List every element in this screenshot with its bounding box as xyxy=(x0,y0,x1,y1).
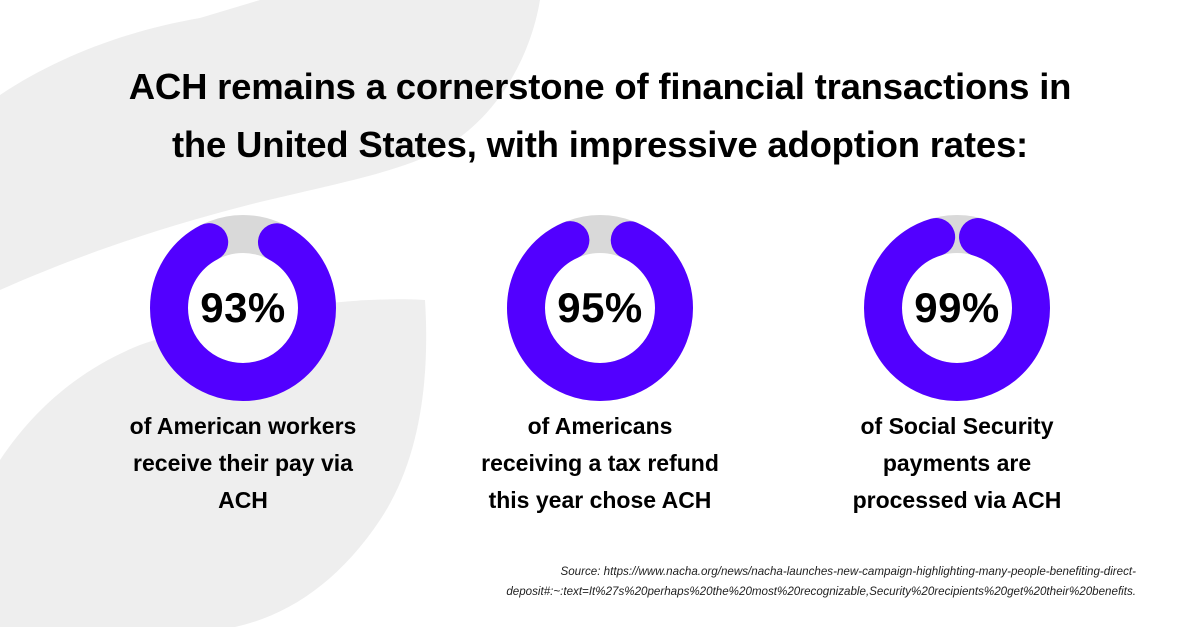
source-citation: Source: https://www.nacha.org/news/nacha… xyxy=(336,562,1136,602)
caption-line: processed via ACH xyxy=(852,487,1062,513)
source-line-2: deposit#:~:text=It%27s%20perhaps%20the%2… xyxy=(506,585,1136,598)
stat-value: 99% xyxy=(914,284,1000,331)
donut-chart xyxy=(864,215,1050,401)
title-line-2: the United States, with impressive adopt… xyxy=(171,124,1029,165)
stat-value: 95% xyxy=(557,284,643,331)
caption-line: receive their pay via xyxy=(133,450,353,476)
bg-shape-top xyxy=(0,0,540,290)
stat-value: 93% xyxy=(200,284,286,331)
caption-line: of American workers xyxy=(129,413,357,439)
stat-caption: of Social Security payments are processe… xyxy=(787,408,1127,519)
caption-line: this year chose ACH xyxy=(488,487,712,513)
page-title: ACH remains a cornerstone of financial t… xyxy=(0,58,1200,174)
caption-line: payments are xyxy=(882,450,1032,476)
bg-shape-bottom xyxy=(0,299,427,627)
caption-line: receiving a tax refund xyxy=(481,450,719,476)
donut-progress-arc xyxy=(507,215,693,401)
caption-line: of Social Security xyxy=(860,413,1054,439)
caption-line: ACH xyxy=(218,487,268,513)
stat-caption: of American workers receive their pay vi… xyxy=(73,408,413,519)
donut-progress-arc xyxy=(150,215,336,401)
stat-caption: of Americans receiving a tax refund this… xyxy=(430,408,770,519)
donut-chart xyxy=(507,215,693,401)
title-line-1: ACH remains a cornerstone of financial t… xyxy=(128,66,1072,107)
source-line-1: Source: https://www.nacha.org/news/nacha… xyxy=(560,565,1137,578)
donut-chart xyxy=(150,215,336,401)
caption-line: of Americans xyxy=(527,413,673,439)
donut-progress-arc xyxy=(864,215,1050,401)
